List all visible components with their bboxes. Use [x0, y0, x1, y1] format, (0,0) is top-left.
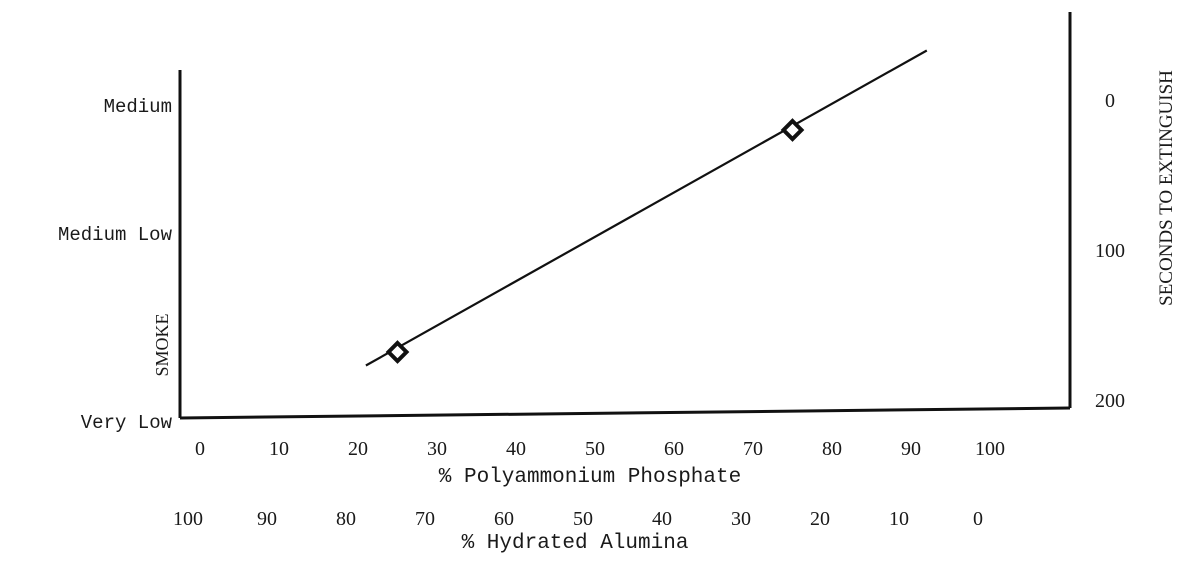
left-y-tick-label: Medium Low: [58, 224, 173, 246]
x-tick-label-secondary: 60: [494, 508, 514, 530]
data-point-marker: [780, 118, 805, 142]
x-tick-label-secondary: 90: [257, 508, 277, 530]
left-y-tick-label: Medium: [104, 96, 172, 118]
x-axis-label-secondary: % Hydrated Alumina: [462, 532, 689, 555]
data-markers: [385, 118, 805, 364]
x-axis-line: [179, 406, 1071, 420]
x-tick-labels-primary: 0 10 20 30 40 50 60 70 80 90 100: [195, 438, 1005, 460]
x-tick-label-secondary: 70: [415, 508, 435, 530]
x-tick-label-primary: 60: [664, 438, 684, 460]
axes: [178, 12, 1072, 420]
x-tick-label-secondary: 50: [573, 508, 593, 530]
left-y-tick-labels: Very Low Medium Low Medium: [58, 96, 173, 434]
x-axis-label-primary: % Polyammonium Phosphate: [439, 466, 741, 489]
x-tick-label-primary: 70: [743, 438, 763, 460]
right-y-tick-label: 200: [1095, 390, 1125, 412]
x-tick-label-primary: 50: [585, 438, 605, 460]
x-tick-label-secondary: 20: [810, 508, 830, 530]
right-y-axis-label: SECONDS TO EXTINGUISH: [1156, 70, 1177, 306]
x-tick-label-primary: 90: [901, 438, 921, 460]
right-y-tick-label: 100: [1095, 240, 1125, 262]
x-tick-label-primary: 0: [195, 438, 205, 460]
x-tick-label-secondary: 10: [889, 508, 909, 530]
x-tick-labels-secondary: 100 90 80 70 60 50 40 30 20 10 0: [173, 508, 983, 530]
x-tick-label-primary: 10: [269, 438, 289, 460]
left-y-axis-label: SMOKE: [152, 313, 172, 376]
trend-line: [365, 49, 928, 367]
x-tick-label-secondary: 40: [652, 508, 672, 530]
x-tick-label-primary: 30: [427, 438, 447, 460]
x-tick-label-secondary: 80: [336, 508, 356, 530]
right-y-tick-label: 0: [1105, 90, 1115, 112]
x-tick-label-primary: 80: [822, 438, 842, 460]
x-tick-label-secondary: 0: [973, 508, 983, 530]
left-y-tick-label: Very Low: [81, 412, 173, 434]
x-tick-label-primary: 100: [975, 438, 1005, 460]
right-y-tick-labels: 0 100 200: [1095, 90, 1125, 412]
x-tick-label-secondary: 30: [731, 508, 751, 530]
x-tick-label-primary: 20: [348, 438, 368, 460]
x-tick-label-secondary: 100: [173, 508, 203, 530]
data-point-marker: [385, 340, 410, 364]
x-tick-label-primary: 40: [506, 438, 526, 460]
